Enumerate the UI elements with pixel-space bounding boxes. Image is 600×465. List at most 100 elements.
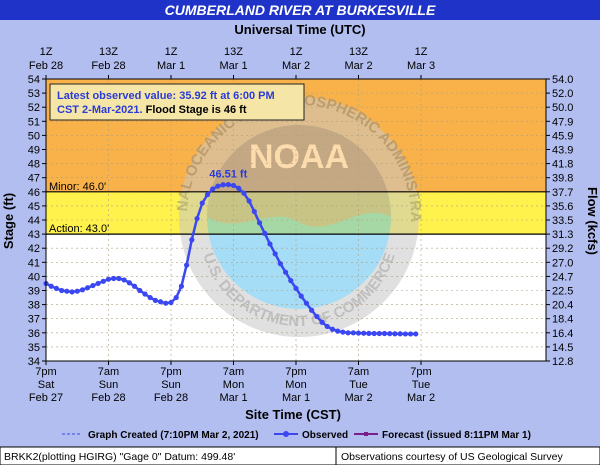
right-tick-label: 18.4: [552, 314, 573, 326]
observed-point: [381, 330, 388, 337]
observed-point: [402, 331, 408, 337]
observed-point: [225, 182, 231, 188]
observed-point: [282, 269, 289, 275]
top-tick-label: 1Z: [165, 46, 178, 58]
right-tick-label: 54.0: [552, 74, 573, 86]
observed-point: [131, 283, 138, 289]
observed-point: [210, 186, 216, 192]
top-axis-title: Universal Time (UTC): [234, 22, 365, 37]
observed-point: [69, 289, 75, 295]
observed-point: [59, 287, 65, 294]
top-tick-label: 13Z: [224, 46, 243, 58]
right-tick-label: 14.5: [552, 342, 573, 354]
left-tick-label: 54: [28, 74, 40, 86]
top-tick-label: 1Z: [40, 46, 53, 58]
bottom-tick-day: Mon: [223, 379, 244, 391]
observed-point: [79, 287, 86, 293]
right-tick-label: 39.8: [552, 173, 573, 185]
bottom-tick-time: 7am: [223, 366, 244, 378]
bottom-tick-day: Sun: [99, 379, 119, 391]
left-tick-label: 49: [28, 145, 40, 157]
left-tick-label: 43: [28, 229, 40, 241]
observed-point: [236, 185, 242, 191]
right-tick-label: 45.9: [552, 130, 573, 142]
right-tick-label: 43.9: [552, 145, 573, 157]
bottom-tick-time: 7pm: [160, 366, 181, 378]
observed-point: [142, 291, 148, 297]
left-tick-label: 41: [28, 257, 40, 269]
observed-point: [366, 330, 372, 336]
observed-point: [199, 200, 205, 206]
latest-value-date: CST 2-Mar-2021.: [57, 104, 143, 116]
observed-point: [178, 283, 185, 289]
right-tick-label: 20.4: [552, 300, 573, 312]
left-tick-label: 39: [28, 286, 40, 298]
observed-point: [74, 288, 80, 294]
top-tick-date: Mar 3: [407, 60, 435, 72]
top-axis-ticks: 1Z Feb 28 13Z Feb 28 1Z Mar 1 13Z Mar 1 1Z Mar 2 1…: [29, 46, 435, 79]
observed-point: [267, 241, 273, 247]
top-tick-label: 13Z: [349, 46, 368, 58]
latest-value-box: Latest observed value: 35.92 ft at 6:00 …: [49, 83, 305, 121]
observed-point: [168, 299, 174, 306]
legend-forecast-marker: [364, 432, 368, 436]
legend: Graph Created (7:10PM Mar 2, 2021) Obser…: [62, 430, 531, 441]
observed-point: [48, 283, 54, 289]
observed-point: [137, 287, 143, 294]
peak-label: 46.51 ft: [209, 169, 247, 181]
observed-point: [147, 294, 153, 301]
observed-point: [392, 331, 398, 337]
observed-point: [298, 293, 304, 299]
observed-point: [251, 208, 257, 215]
top-tick-date: Mar 1: [219, 60, 247, 72]
observed-point: [345, 330, 351, 336]
left-tick-label: 44: [28, 215, 40, 227]
left-tick-label: 47: [28, 173, 40, 185]
right-tick-label: 41.8: [552, 159, 573, 171]
observed-point: [407, 331, 414, 337]
right-tick-label: 35.6: [552, 201, 573, 213]
observed-point: [163, 300, 169, 306]
right-tick-label: 52.0: [552, 88, 573, 100]
left-tick-label: 46: [28, 187, 40, 199]
bottom-tick-date: Mar 2: [407, 392, 435, 404]
observed-point: [387, 331, 393, 337]
bottom-tick-day: Mon: [285, 379, 306, 391]
flood-label-action: Action: 43.0': [49, 223, 109, 235]
bottom-tick-time: 7am: [348, 366, 369, 378]
observed-point: [100, 278, 106, 284]
observed-point: [288, 278, 294, 284]
left-tick-label: 50: [28, 130, 40, 142]
right-tick-label: 16.4: [552, 328, 573, 340]
bottom-tick-date: Mar 2: [344, 392, 372, 404]
right-tick-label: 27.0: [552, 257, 573, 269]
observed-point: [324, 323, 330, 330]
observed-point: [256, 220, 263, 226]
noaa-logo-bird: [207, 125, 391, 227]
left-axis-title: Stage (ft): [1, 193, 16, 249]
right-tick-label: 47.9: [552, 116, 573, 128]
top-tick-date: Mar 1: [157, 60, 185, 72]
latest-value-line1: Latest observed value: 35.92 ft at 6:00 …: [57, 90, 275, 102]
observed-point: [152, 297, 158, 303]
observed-point: [371, 330, 377, 337]
title-bar: [0, 0, 600, 20]
observed-point: [241, 190, 247, 196]
left-axis-ticks: 34 35 36 37 38 39 40 41 42 43 44 45 46 47 48 49 50 51 52 53…: [28, 74, 46, 368]
right-tick-label: 50.0: [552, 102, 573, 114]
observed-point: [204, 192, 211, 198]
bottom-axis-title: Site Time (CST): [245, 407, 341, 422]
bottom-tick-day: Tue: [412, 379, 431, 391]
bottom-tick-day: Tue: [349, 379, 368, 391]
flood-category-lines: Minor: 46.0' Action: 43.0': [46, 181, 546, 235]
right-tick-label: 12.8: [552, 356, 573, 368]
observed-point: [340, 329, 346, 335]
observed-point: [111, 275, 117, 282]
right-tick-label: 22.5: [552, 286, 573, 298]
left-tick-label: 34: [28, 356, 40, 368]
observed-point: [157, 299, 164, 305]
left-tick-label: 48: [28, 159, 40, 171]
right-axis-ticks: 12.8 14.5 16.4 18.4 20.4 22.5 24.7 27.0 29.2 31.3…: [546, 74, 573, 368]
